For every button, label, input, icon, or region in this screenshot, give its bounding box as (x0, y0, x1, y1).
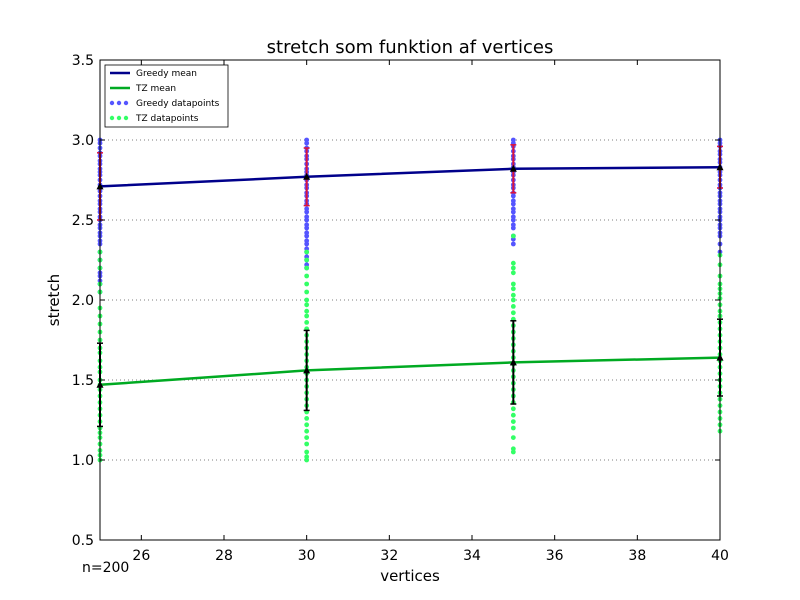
greedy-mean-marker (303, 172, 311, 180)
greedy-datapoint (510, 193, 516, 199)
tz-datapoint (304, 289, 310, 295)
greedy-datapoint (304, 225, 310, 231)
x-tick-label: 32 (380, 548, 398, 564)
tz-mean-marker (303, 366, 311, 374)
tz-datapoint (304, 281, 310, 287)
tz-datapoint (510, 292, 516, 298)
x-tick-label: 34 (463, 548, 481, 564)
greedy-datapoint (510, 209, 516, 215)
tz-datapoint (510, 260, 516, 266)
tz-datapoint (510, 281, 516, 287)
greedy-datapoint (510, 225, 516, 231)
tz-datapoint (510, 425, 516, 431)
tz-datapoint (304, 428, 310, 434)
y-axis-label: stretch (45, 274, 63, 326)
greedy-datapoint (304, 233, 310, 239)
x-tick-label: 30 (298, 548, 316, 564)
tz-datapoint (304, 441, 310, 447)
legend-greedy-datapoints-label: Greedy datapoints (136, 99, 220, 109)
tz-datapoint (510, 286, 516, 292)
tz-datapoint (304, 249, 310, 255)
tz-datapoint (510, 435, 516, 440)
legend: Greedy mean TZ mean Greedy datapoints TZ… (104, 64, 229, 128)
tz-mean-line (99, 356, 721, 387)
legend-tz-datapoints-swatch (109, 115, 129, 121)
chart-title: stretch som funktion af vertices (267, 37, 554, 58)
tz-datapoint (510, 297, 516, 303)
y-tick-label: 3.0 (72, 133, 94, 149)
greedy-datapoint (510, 217, 516, 223)
greedy-datapoint (510, 201, 516, 207)
tz-datapoint (304, 257, 310, 263)
y-tick-label: 0.5 (72, 533, 94, 549)
mean-lines-layer (96, 163, 724, 388)
tz-datapoint (304, 308, 310, 314)
y-tick-label: 2.5 (72, 213, 94, 229)
x-tick-label: 38 (628, 548, 646, 564)
legend-greedy-datapoints-swatch (109, 100, 129, 106)
legend-tz-mean-label: TZ mean (135, 84, 176, 94)
tz-datapoint (304, 265, 310, 271)
sample-size-annotation: n=200 (82, 560, 129, 576)
x-axis-label: vertices (380, 567, 440, 585)
tz-datapoint (510, 265, 516, 271)
legend-tz-datapoints-label: TZ datapoints (135, 114, 199, 124)
y-tick-label: 1.5 (72, 373, 94, 389)
tz-mean-marker (509, 358, 517, 366)
y-tick-label: 3.5 (72, 53, 94, 69)
x-tick-label: 36 (546, 548, 564, 564)
y-tick-label: 1.0 (72, 453, 94, 469)
tz-datapoint (304, 416, 310, 421)
legend-greedy-mean-label: Greedy mean (136, 69, 197, 79)
greedy-datapoint (304, 209, 310, 215)
tz-datapoint (304, 422, 310, 428)
tz-datapoint (304, 457, 310, 463)
tz-datapoint (304, 273, 310, 279)
x-tick-label: 40 (711, 548, 729, 564)
tz-datapoint (304, 302, 310, 308)
tz-datapoint (510, 412, 516, 418)
greedy-datapoint (304, 241, 310, 247)
tz-datapoint (510, 406, 516, 412)
tz-datapoint (510, 304, 516, 309)
greedy-datapoint (510, 241, 516, 247)
error-bars-layer (97, 144, 723, 428)
greedy-mean-marker (509, 164, 517, 172)
x-tick-label: 26 (132, 548, 150, 564)
tz-datapoint (304, 449, 310, 455)
tz-datapoint (304, 320, 310, 325)
tz-datapoint (510, 419, 516, 424)
grid-lines (100, 59, 720, 541)
greedy-mean-line (99, 165, 721, 188)
tz-datapoint (304, 313, 310, 319)
greedy-datapoint (304, 140, 310, 146)
y-tick-label: 2.0 (72, 293, 94, 309)
tz-datapoint (510, 270, 516, 276)
tz-datapoint (304, 297, 310, 303)
tz-datapoint (510, 449, 516, 455)
tz-datapoint (510, 233, 516, 239)
tz-datapoint (510, 310, 516, 316)
greedy-datapoint (304, 217, 310, 223)
tz-datapoint (304, 435, 310, 440)
x-axis-ticks: 26 28 30 32 34 36 38 40 (132, 60, 729, 564)
legend-box (104, 64, 229, 128)
x-tick-label: 28 (215, 548, 233, 564)
y-axis-ticks: 0.5 1.0 1.5 2.0 2.5 3.0 3.5 (72, 53, 720, 549)
